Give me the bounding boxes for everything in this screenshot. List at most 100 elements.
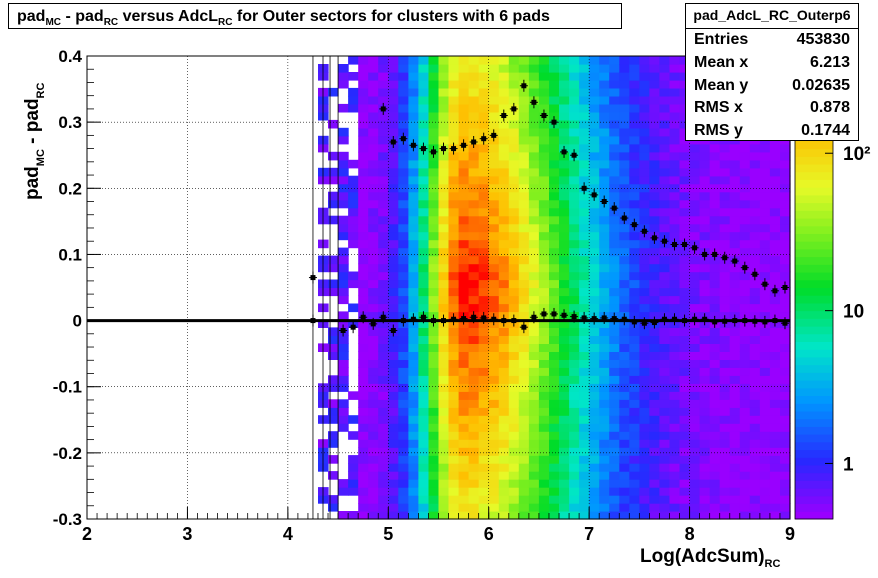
heatmap-cell xyxy=(689,295,701,305)
heatmap-cell xyxy=(528,447,540,456)
profile-upper-point xyxy=(511,106,517,112)
heatmap-cell xyxy=(478,415,490,424)
heatmap-cell xyxy=(468,151,480,161)
heatmap-cell xyxy=(559,367,570,376)
heatmap-cell xyxy=(508,359,520,368)
profile-lower-point xyxy=(541,311,547,317)
heatmap-cell xyxy=(368,327,379,336)
heatmap-cell xyxy=(769,367,781,376)
heatmap-cell xyxy=(559,56,570,65)
heatmap-cell xyxy=(639,183,650,193)
heatmap-cell xyxy=(549,367,560,376)
heatmap-cell xyxy=(358,271,369,281)
heatmap-cell xyxy=(358,56,369,65)
heatmap-cell xyxy=(438,335,450,344)
heatmap-cell xyxy=(669,135,681,145)
profile-upper-point xyxy=(501,113,507,119)
heatmap-cell xyxy=(418,263,429,273)
heatmap-cell xyxy=(508,247,520,257)
heatmap-cell xyxy=(749,247,761,257)
heatmap-cell xyxy=(438,247,450,257)
heatmap-cell xyxy=(549,263,560,273)
heatmap-cell xyxy=(498,455,510,464)
heatmap-cell xyxy=(569,279,580,289)
heatmap-cell xyxy=(619,127,630,137)
heatmap-cell xyxy=(619,375,630,384)
heatmap-cell xyxy=(579,335,590,344)
heatmap-cell xyxy=(689,151,701,161)
heatmap-cell xyxy=(619,199,630,209)
heatmap-cell xyxy=(599,255,610,265)
heatmap-cell xyxy=(759,383,771,392)
heatmap-cell xyxy=(498,215,510,225)
heatmap-cell xyxy=(528,223,540,233)
heatmap-cell xyxy=(639,119,650,129)
heatmap-cell xyxy=(749,447,761,456)
heatmap-cell xyxy=(699,463,711,472)
heatmap-cell xyxy=(498,287,510,297)
heatmap-cell xyxy=(689,471,701,480)
heatmap-cell xyxy=(528,343,540,352)
heatmap-cell xyxy=(358,175,369,185)
heatmap-cell xyxy=(559,72,570,81)
heatmap-cell xyxy=(538,471,550,480)
heatmap-cell xyxy=(609,471,620,480)
heatmap-cell xyxy=(780,447,791,456)
heatmap-cell xyxy=(729,223,741,233)
title-sub: RC xyxy=(103,17,119,29)
heatmap-cell xyxy=(498,511,510,520)
heatmap-cell xyxy=(679,343,691,352)
profile-lower-point xyxy=(521,324,527,330)
heatmap-cell xyxy=(569,431,580,440)
heatmap-cell xyxy=(549,255,560,265)
heatmap-cell xyxy=(508,79,520,89)
heatmap-cell xyxy=(579,359,590,368)
heatmap-cell xyxy=(488,263,500,273)
heatmap-cell xyxy=(348,511,359,520)
heatmap-cell xyxy=(639,263,650,273)
heatmap-cell xyxy=(659,423,670,432)
profile-lower-point xyxy=(742,318,748,324)
heatmap-cell xyxy=(388,351,399,360)
heatmap-cell xyxy=(769,295,781,305)
heatmap-cell xyxy=(719,263,731,273)
heatmap-cell xyxy=(729,423,741,432)
heatmap-cell xyxy=(769,223,781,233)
heatmap-cell xyxy=(709,159,721,169)
heatmap-cell xyxy=(448,215,460,225)
heatmap-cell xyxy=(438,495,450,504)
heatmap-cell xyxy=(729,399,741,408)
heatmap-cell xyxy=(619,455,630,464)
heatmap-cell xyxy=(579,95,590,105)
heatmap-cell xyxy=(659,447,670,456)
heatmap-cell xyxy=(358,423,369,432)
heatmap-cell xyxy=(478,231,490,241)
heatmap-cell xyxy=(769,343,781,352)
heatmap-cell xyxy=(699,431,711,440)
heatmap-cell xyxy=(649,72,660,81)
heatmap-cell xyxy=(428,119,440,129)
heatmap-cell xyxy=(448,255,460,265)
heatmap-cell xyxy=(338,511,349,520)
heatmap-cell xyxy=(538,351,550,360)
heatmap-cell xyxy=(358,495,369,504)
heatmap-cell xyxy=(559,503,570,512)
heatmap-cell xyxy=(388,383,399,392)
heatmap-cell xyxy=(719,167,731,177)
heatmap-cell xyxy=(609,103,620,113)
heatmap-cell xyxy=(488,231,500,241)
heatmap-cell xyxy=(378,479,389,488)
heatmap-cell xyxy=(679,231,691,241)
heatmap-cell xyxy=(549,423,560,432)
heatmap-cell xyxy=(739,223,751,233)
heatmap-cell xyxy=(348,487,359,496)
heatmap-cell xyxy=(528,271,540,281)
heatmap-cell xyxy=(759,479,771,488)
heatmap-cell xyxy=(358,455,369,464)
y-tick-label: 0.1 xyxy=(58,245,82,264)
heatmap-cell xyxy=(538,119,550,129)
heatmap-cell xyxy=(769,175,781,185)
heatmap-cell xyxy=(378,231,389,241)
heatmap-cell xyxy=(488,471,500,480)
heatmap-cell xyxy=(408,367,419,376)
